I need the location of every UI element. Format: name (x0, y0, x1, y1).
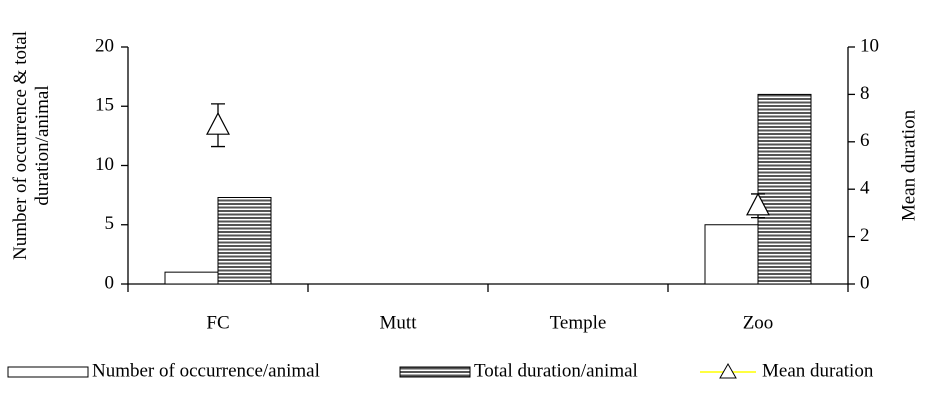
bar (164, 271, 219, 285)
y2-tick-label: 10 (860, 35, 879, 56)
legend-marker (719, 362, 737, 379)
legend-swatch (399, 366, 471, 378)
x-tick-label: FC (206, 312, 229, 333)
y-axis-title-line: duration/animal (32, 85, 53, 205)
x-tick-label: Temple (550, 312, 607, 333)
legend-label: Number of occurrence/animal (92, 360, 320, 381)
marker (746, 192, 770, 216)
x-tick-label: Zoo (743, 312, 774, 333)
y2-tick-label: 8 (860, 83, 870, 104)
y2-tick-label: 0 (860, 272, 870, 293)
y-tick-label: 0 (105, 272, 115, 293)
y2-tick-label: 6 (860, 130, 870, 151)
y2-axis-title: Mean duration (898, 109, 919, 221)
legend-swatch (7, 366, 89, 378)
y-tick-label: 20 (95, 35, 114, 56)
bar (217, 196, 272, 285)
x-tick-label: Mutt (380, 312, 418, 333)
legend-label: Total duration/animal (474, 360, 638, 381)
y-tick-label: 5 (105, 213, 115, 234)
y2-tick-label: 2 (860, 225, 870, 246)
y-axis-title-line: Number of occurrence & total (10, 31, 31, 260)
marker (206, 111, 230, 135)
bar (757, 93, 812, 285)
y-tick-label: 10 (95, 154, 114, 175)
y-axis-title: Number of occurrence & totalduration/ani… (10, 31, 53, 260)
bar (704, 224, 759, 285)
y-tick-label: 15 (95, 95, 114, 116)
legend-label: Mean duration (762, 360, 874, 381)
y2-tick-label: 4 (860, 178, 870, 199)
